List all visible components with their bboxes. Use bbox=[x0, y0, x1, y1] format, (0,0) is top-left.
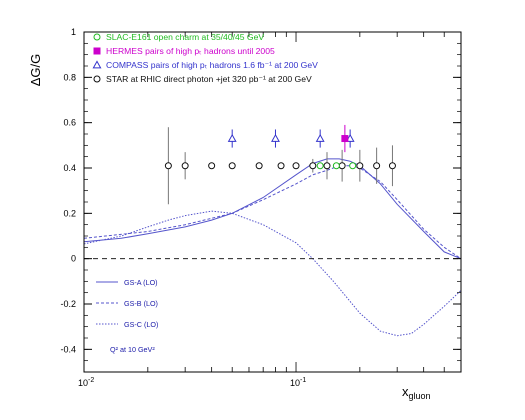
y-axis-title: ΔG/G bbox=[28, 54, 43, 87]
y-tick-label: -0.4 bbox=[60, 344, 76, 354]
x-tick-base: 10 bbox=[78, 378, 88, 388]
slac-e161-point bbox=[316, 162, 324, 170]
curve-legend-label: GS-B (LO) bbox=[124, 299, 158, 308]
slac-e161-point bbox=[332, 162, 340, 170]
x-tick-exponent: -2 bbox=[88, 377, 94, 384]
legend-marker bbox=[93, 33, 101, 41]
legend: SLAC-E161 open charm at 35/40/45 GeV HERM… bbox=[92, 32, 318, 84]
star-point bbox=[164, 162, 172, 170]
legend-entry-text: HERMES pairs of high pₜ hadrons until 20… bbox=[106, 46, 275, 56]
scale-note: Q² at 10 GeV² bbox=[110, 345, 155, 354]
curve-gs-b-lo bbox=[83, 165, 462, 260]
star-point bbox=[338, 162, 346, 170]
curve-legend: GS-A (LO) GS-B (LO) GS-C (LO) bbox=[96, 278, 158, 329]
x-tick-label: 10-1 bbox=[290, 377, 306, 388]
axes: 10.80.60.40.20-0.2-0.410-2 10-1 bbox=[60, 27, 462, 388]
star-point bbox=[323, 162, 331, 170]
star-point bbox=[309, 162, 317, 170]
curve-gs-a-lo bbox=[83, 158, 462, 260]
legend-marker bbox=[92, 60, 102, 69]
y-tick-label: 0 bbox=[71, 254, 76, 264]
plot-area bbox=[83, 124, 462, 337]
x-tick-label: 10-2 bbox=[78, 377, 94, 388]
x-tick-base: 10 bbox=[290, 378, 300, 388]
star-point bbox=[277, 162, 285, 170]
y-tick-label: 0.2 bbox=[63, 208, 76, 218]
star-point bbox=[388, 162, 396, 170]
star-point bbox=[292, 162, 300, 170]
y-tick-label: 0.8 bbox=[63, 72, 76, 82]
star-point bbox=[181, 162, 189, 170]
legend-marker bbox=[93, 75, 101, 83]
y-tick-label: 1 bbox=[71, 27, 76, 37]
slac-e161-point bbox=[349, 162, 357, 170]
legend-entry-text: COMPASS pairs of high pₜ hadrons 1.6 fb⁻… bbox=[106, 60, 318, 70]
curve-legend-label: GS-A (LO) bbox=[124, 278, 158, 287]
star-point bbox=[228, 162, 236, 170]
legend-entry-text: SLAC-E161 open charm at 35/40/45 GeV bbox=[106, 32, 264, 42]
curve-legend-label: GS-C (LO) bbox=[124, 320, 158, 329]
hermes-point bbox=[341, 135, 349, 143]
y-tick-label: 0.4 bbox=[63, 163, 76, 173]
star-point bbox=[208, 162, 216, 170]
x-axis-title: xgluon bbox=[402, 384, 431, 401]
star-point bbox=[373, 162, 381, 170]
curve-gs-c-lo bbox=[83, 210, 462, 337]
star-point bbox=[255, 162, 263, 170]
y-tick-label: -0.2 bbox=[60, 299, 76, 309]
y-tick-label: 0.6 bbox=[63, 118, 76, 128]
compass-point bbox=[315, 133, 325, 142]
compass-point bbox=[271, 133, 280, 142]
legend-marker bbox=[93, 47, 101, 55]
compass-point bbox=[227, 133, 237, 142]
x-axis-title-subscript: gluon bbox=[409, 391, 431, 401]
star-point bbox=[356, 162, 364, 170]
x-tick-exponent: -1 bbox=[300, 377, 306, 384]
legend-entry-text: STAR at RHIC direct photon +jet 320 pb⁻¹… bbox=[106, 74, 312, 84]
x-axis-title-main: x bbox=[402, 384, 409, 399]
